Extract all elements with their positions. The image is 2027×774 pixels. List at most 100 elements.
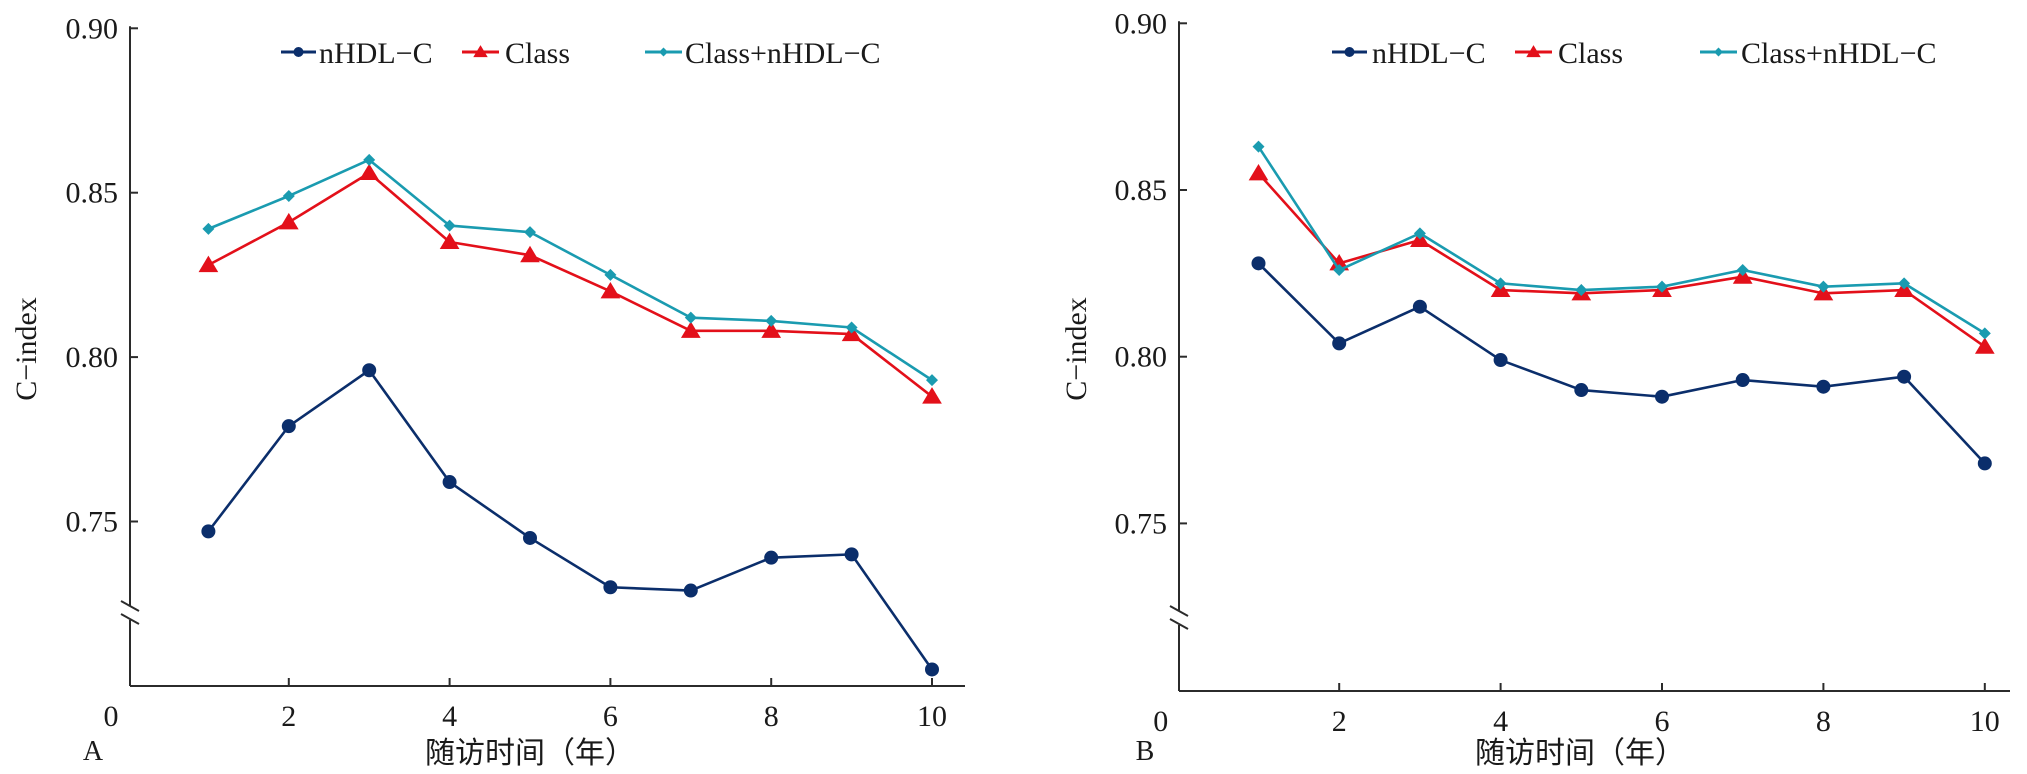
legend-marker-icon: [1714, 47, 1723, 57]
data-point: [278, 212, 299, 230]
series-class: [1248, 163, 1995, 354]
legend-item: Class+nHDL−C: [645, 37, 881, 70]
x-tick-label: 8: [764, 700, 779, 733]
legend-item: Class: [462, 37, 570, 70]
data-point: [1493, 353, 1508, 368]
data-point: [1974, 337, 1995, 354]
data-point: [202, 222, 215, 235]
data-point: [761, 321, 782, 338]
axis-break-mark: [1169, 605, 1189, 617]
data-point: [1736, 264, 1749, 277]
y-tick-label: 0.85: [66, 177, 119, 210]
series-line: [207, 158, 933, 382]
data-point: [845, 321, 858, 334]
data-point: [765, 314, 778, 327]
data-point: [1494, 277, 1507, 290]
y-tick-label: 0.90: [66, 12, 119, 45]
data-point: [1735, 373, 1750, 388]
y-tick-label: 0.75: [1115, 507, 1168, 540]
data-point: [1248, 163, 1269, 181]
series-class: [198, 163, 942, 404]
panel-label: B: [1136, 736, 1155, 767]
y-axis-title: C−index: [10, 297, 43, 401]
data-point: [1655, 389, 1669, 404]
data-point: [439, 232, 460, 250]
y-tick-label: 0.90: [1115, 7, 1168, 40]
series-line: [1257, 172, 1986, 348]
data-point: [1817, 280, 1830, 293]
legend-marker-icon: [1526, 45, 1541, 58]
legend-item: nHDL−C: [281, 37, 433, 70]
data-point: [1333, 264, 1346, 277]
data-point: [520, 245, 540, 263]
axis-break-mark: [120, 613, 140, 625]
series-nhdl-c: [201, 363, 939, 677]
data-point: [1575, 284, 1588, 297]
series-class-nhdl-c: [202, 153, 938, 387]
data-point: [1978, 327, 1991, 340]
data-point: [1977, 456, 1992, 471]
x-tick-label: 4: [442, 700, 457, 733]
data-point: [683, 583, 698, 598]
series-line: [207, 171, 933, 398]
data-point: [1656, 280, 1668, 293]
x-axis-title: 随访时间（年）: [1475, 736, 1685, 771]
data-point: [764, 550, 779, 565]
data-point: [524, 226, 536, 239]
data-point: [1816, 379, 1831, 394]
panel-b: C−index 随访时间（年） B 0.75 0.80 0.85 0.90 0 2 4 6 8 1…: [1060, 7, 2010, 771]
x-tick-label: 0: [104, 700, 119, 733]
data-point: [844, 547, 859, 562]
data-point: [1329, 253, 1350, 271]
data-point: [1898, 277, 1911, 290]
legend-item: nHDL−C: [1332, 37, 1486, 70]
legend-label: Class: [505, 37, 570, 70]
x-tick-label: 6: [603, 700, 618, 733]
legend-marker-icon: [473, 45, 488, 58]
data-point: [925, 662, 939, 677]
data-point: [1574, 383, 1589, 398]
x-tick-label: 2: [281, 700, 296, 733]
y-tick-label: 0.75: [66, 506, 119, 539]
series-class-nhdl-c: [1252, 140, 1991, 340]
x-tick-label: 6: [1655, 705, 1670, 738]
data-point: [1332, 336, 1347, 351]
data-point: [1413, 227, 1426, 240]
y-tick-label: 0.80: [1115, 341, 1168, 374]
series-nhdl-c: [1251, 256, 1992, 471]
data-point: [600, 281, 621, 299]
legend-item: Class: [1515, 37, 1623, 70]
y-axis-title: C−index: [1060, 297, 1093, 401]
x-tick-label: 10: [917, 700, 947, 733]
data-point: [198, 255, 219, 273]
series-line: [1257, 145, 1986, 335]
axis-break-mark: [1169, 618, 1189, 630]
x-axis-title: 随访时间（年）: [425, 736, 635, 771]
data-point: [1252, 140, 1265, 153]
data-point: [926, 374, 938, 387]
legend-item: Class+nHDL−C: [1700, 37, 1937, 70]
x-tick-label: 0: [1153, 705, 1168, 738]
legend-label: nHDL−C: [1372, 37, 1486, 70]
data-point: [442, 475, 457, 490]
x-tick-label: 10: [1970, 705, 2000, 738]
y-tick-label: 0.85: [1115, 174, 1168, 207]
legend-label: nHDL−C: [319, 37, 433, 70]
series-line: [207, 368, 934, 671]
x-tick-label: 2: [1332, 705, 1347, 738]
y-tick-label: 0.80: [66, 341, 119, 374]
data-point: [443, 219, 456, 232]
legend-marker-icon: [659, 47, 668, 57]
data-point: [922, 387, 942, 404]
legend-marker-icon: [293, 47, 304, 57]
x-tick-label: 4: [1493, 705, 1508, 738]
panel-a: C−index 随访时间（年） A 0.75 0.80 0.85 0.90 0 2 4 6 8 1…: [10, 12, 965, 771]
data-point: [363, 153, 376, 166]
x-tick-label: 8: [1816, 705, 1831, 738]
legend-label: Class: [1558, 37, 1623, 70]
data-point: [523, 530, 537, 545]
data-point: [201, 524, 216, 539]
data-point: [684, 311, 697, 324]
data-point: [359, 163, 380, 181]
